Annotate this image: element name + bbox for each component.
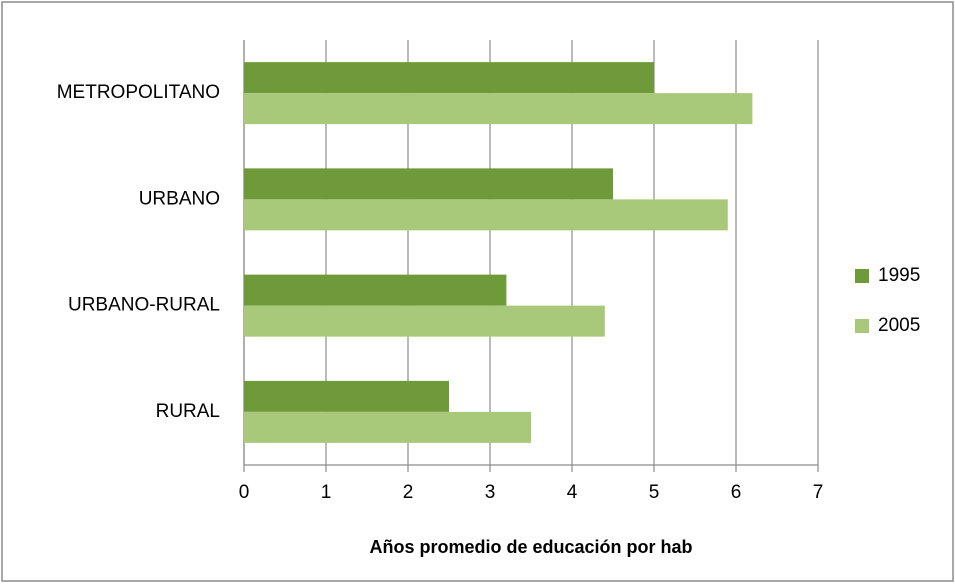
legend-swatch [855, 319, 869, 333]
bar [244, 411, 531, 443]
x-tick-label: 6 [731, 482, 742, 503]
bar [244, 168, 613, 200]
y-tick-label: RURAL [156, 401, 220, 422]
bar [244, 274, 507, 306]
x-tick-label: 3 [485, 482, 496, 503]
x-tick-label: 7 [813, 482, 824, 503]
legend-label: 1995 [878, 265, 920, 286]
bar [244, 199, 728, 231]
x-axis-title: Años promedio de educación por hab [369, 537, 692, 557]
x-tick-label: 2 [403, 482, 414, 503]
x-tick-label: 0 [239, 482, 250, 503]
legend-label: 2005 [878, 315, 920, 336]
bar [244, 62, 654, 94]
y-tick-label: METROPOLITANO [57, 82, 220, 103]
legend-swatch [855, 269, 869, 283]
x-tick-label: 1 [321, 482, 332, 503]
bar [244, 305, 605, 337]
y-tick-label: URBANO-RURAL [68, 295, 220, 316]
x-tick-label: 4 [567, 482, 578, 503]
bar [244, 380, 449, 412]
bar [244, 93, 753, 125]
x-tick-label: 5 [649, 482, 660, 503]
y-tick-label: URBANO [139, 188, 220, 209]
